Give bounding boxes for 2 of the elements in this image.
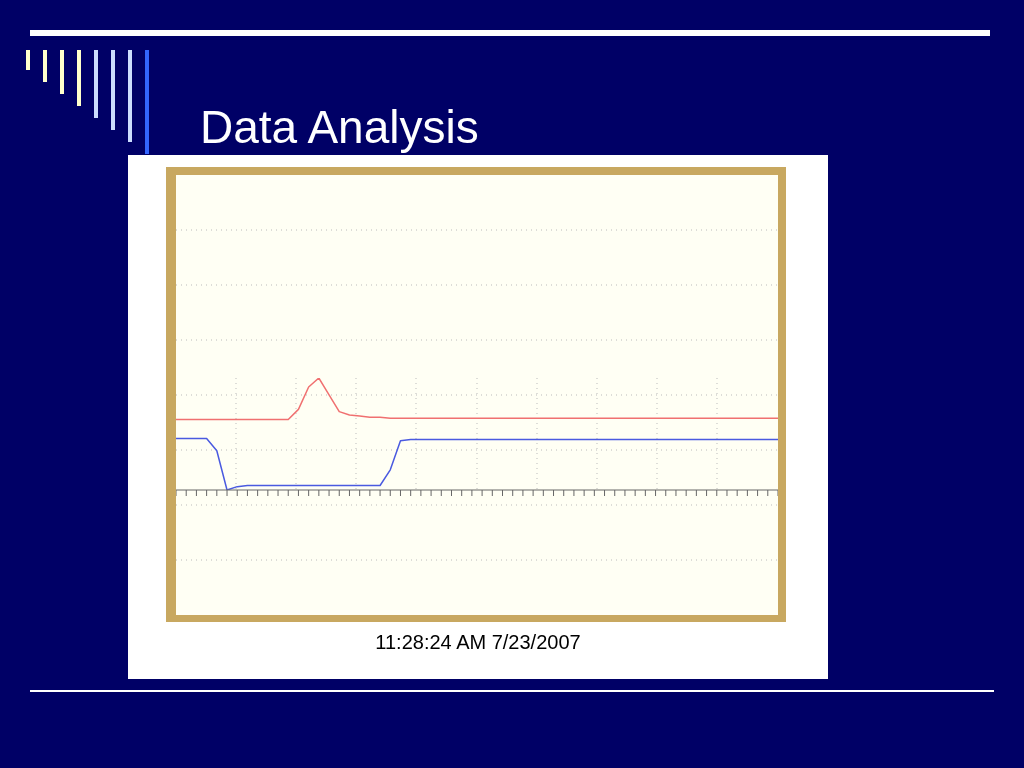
text: 11:28:24 AM 7/23/2007 [374,631,582,654]
chart-title: Data Analysis [200,100,479,154]
